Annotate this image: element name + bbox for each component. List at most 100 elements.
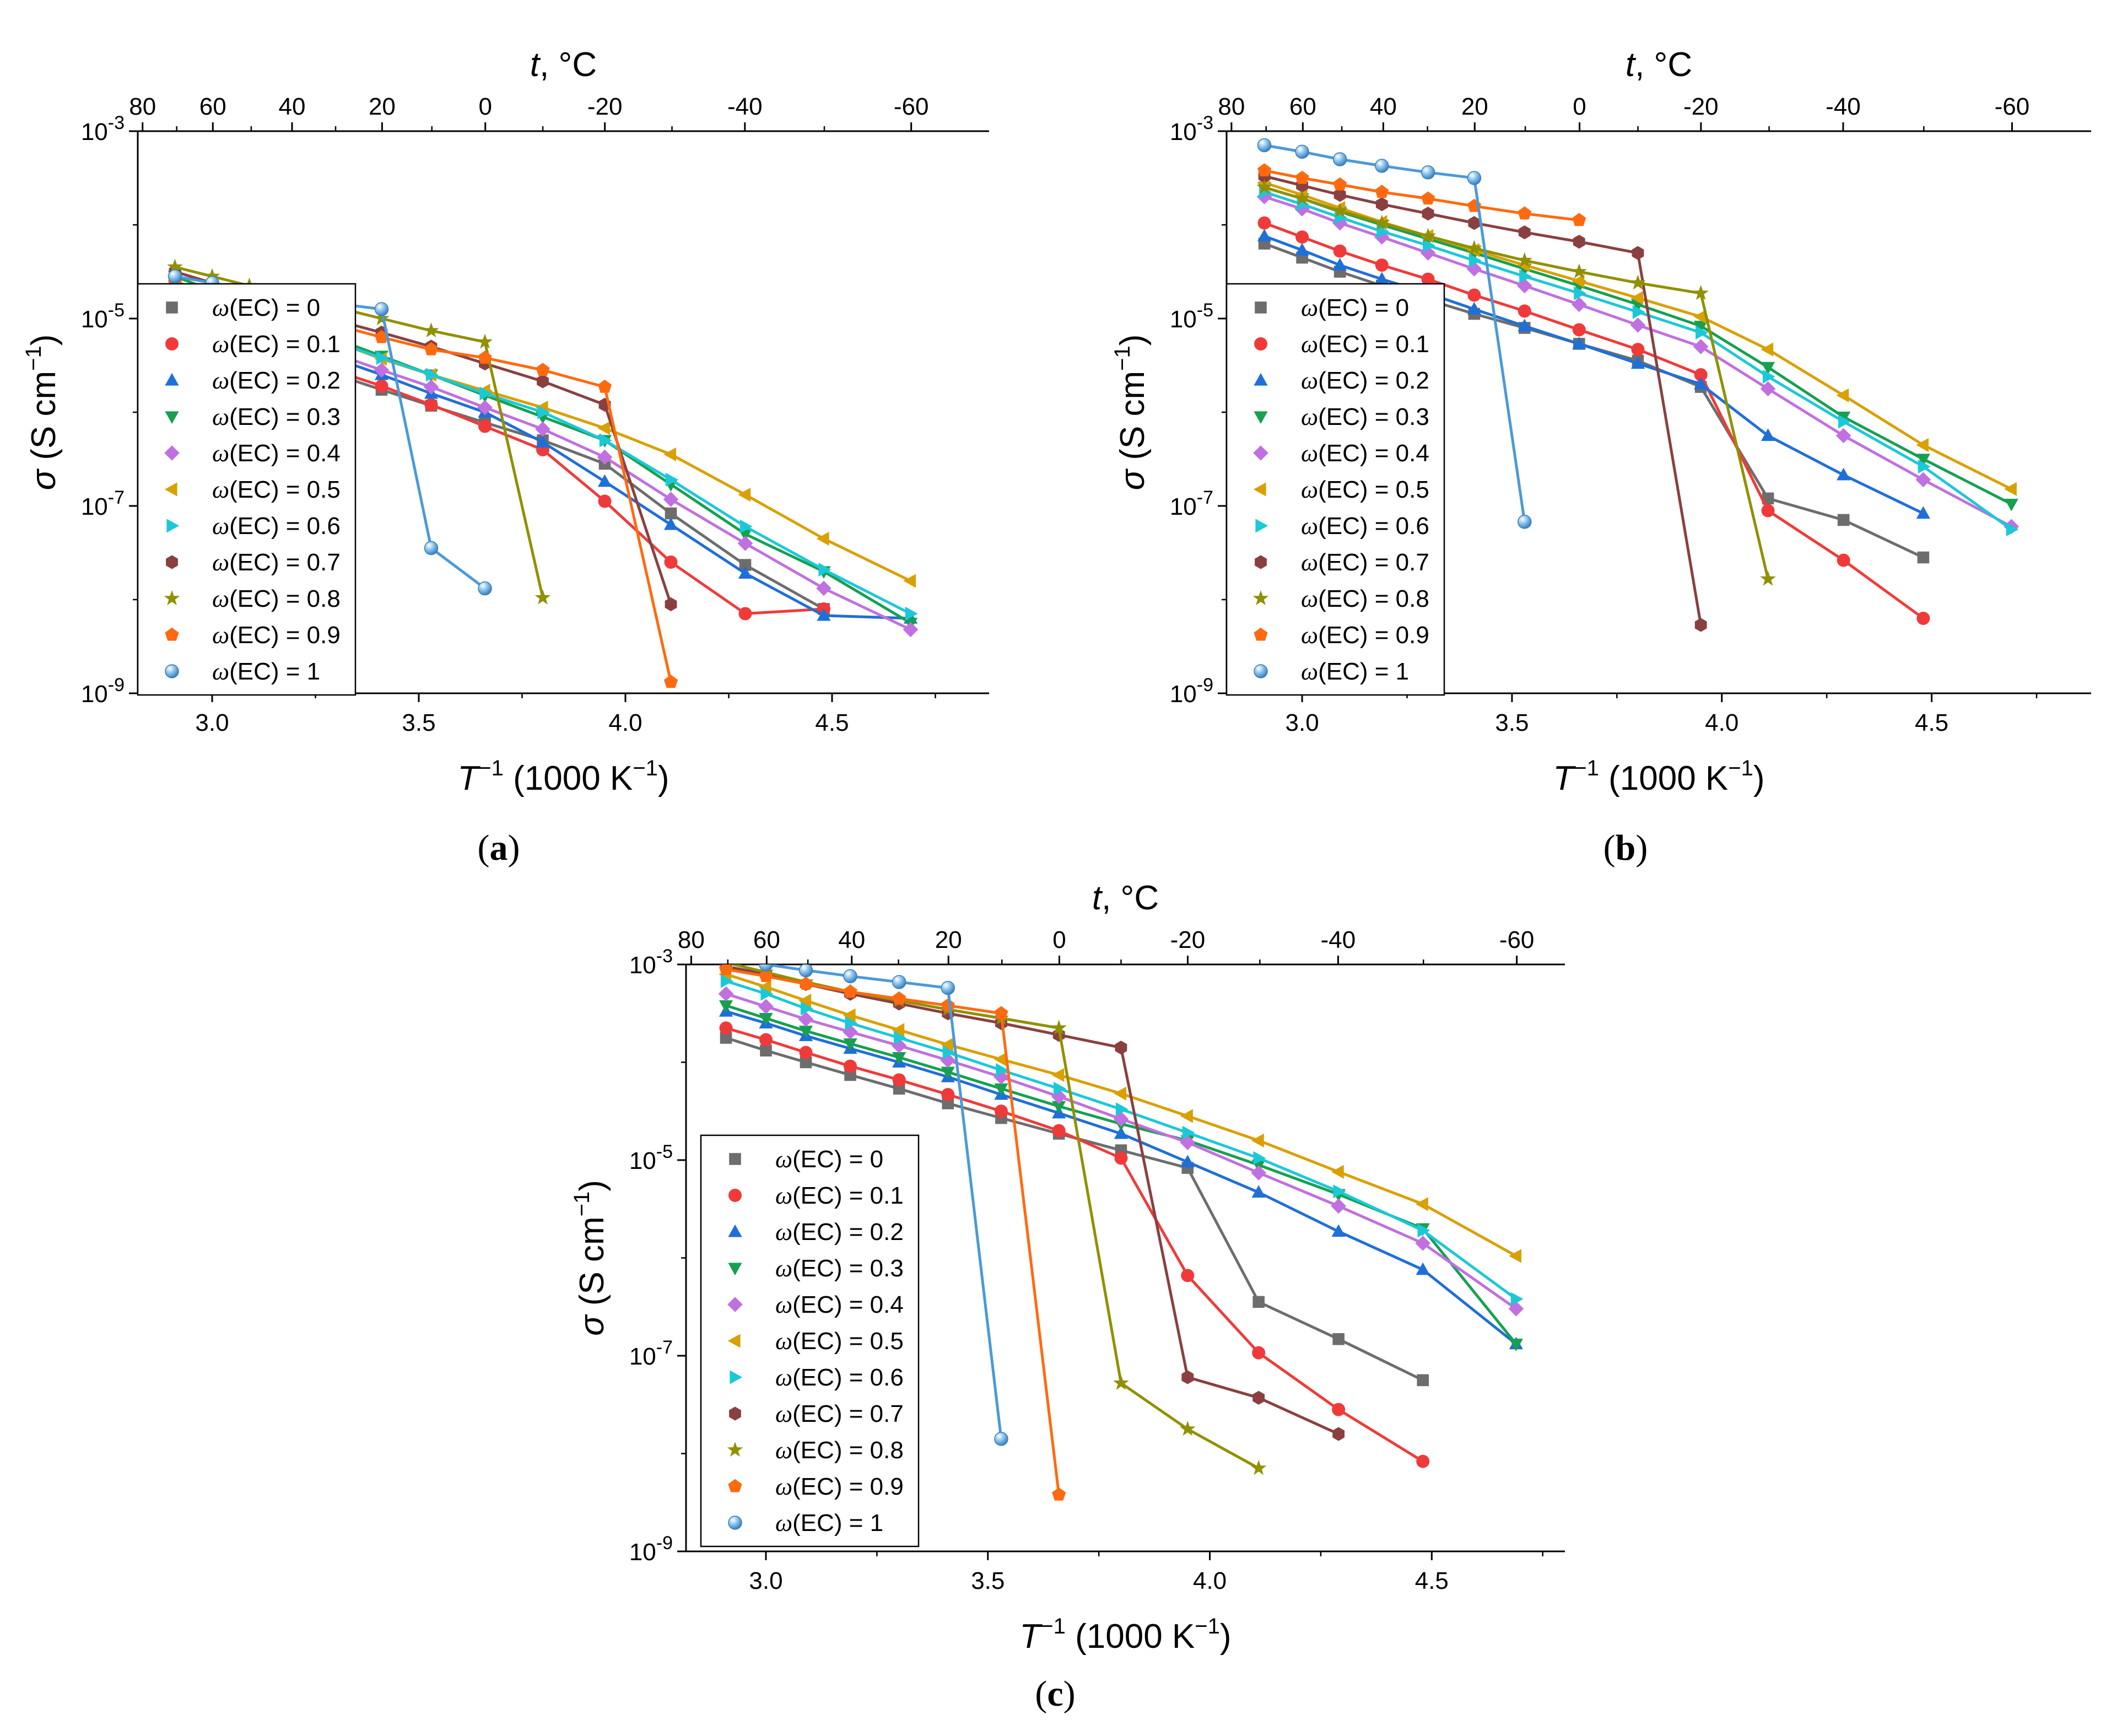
data-point: [535, 421, 550, 437]
series-5: [719, 967, 1521, 1263]
data-point: [760, 986, 774, 1001]
data-point: [798, 1026, 813, 1038]
series-line: [1264, 175, 1703, 626]
data-point: [1180, 1109, 1193, 1123]
data-point: [719, 1021, 733, 1035]
data-point: [1051, 1068, 1065, 1082]
data-point: [1696, 325, 1708, 340]
data-point: [1115, 1040, 1127, 1055]
data-point: [599, 433, 612, 448]
legend-marker: [1255, 301, 1267, 314]
data-point: [1376, 224, 1390, 239]
data-point: [597, 474, 612, 487]
data-point: [1467, 301, 1481, 315]
data-point: [1294, 190, 1310, 206]
data-point: [1837, 467, 1851, 481]
series-line: [725, 1010, 1517, 1345]
y-tick-label: 10-3: [1170, 112, 1213, 145]
data-point: [374, 330, 389, 343]
series-line: [1264, 195, 2012, 528]
top-tick-label: 0: [479, 93, 492, 120]
data-point: [738, 566, 753, 579]
legend-label: ω(EC) = 0: [212, 294, 320, 321]
series-1: [719, 1021, 1430, 1468]
data-point: [1915, 472, 1931, 488]
legend-label: ω(EC) = 0.1: [212, 331, 341, 358]
data-point: [1632, 305, 1645, 319]
data-point: [941, 1088, 955, 1102]
data-point: [478, 351, 492, 364]
data-point: [1835, 428, 1851, 444]
data-point: [1257, 138, 1272, 153]
data-point: [892, 1073, 906, 1087]
legend-label: ω(EC) = 0.6: [1301, 513, 1429, 540]
y-tick-label: 10-5: [629, 1141, 673, 1174]
series-9: [719, 964, 1066, 1501]
data-point: [1375, 197, 1388, 212]
data-point: [478, 581, 492, 596]
legend-entry: ω(EC) = 0.9: [728, 1473, 904, 1500]
data-point: [1466, 261, 1482, 277]
data-point: [1631, 343, 1645, 357]
y-tick-label: 10-3: [81, 112, 125, 145]
data-point: [376, 351, 389, 365]
data-point: [374, 362, 390, 378]
legend-entry: ω(EC) = 1: [1254, 658, 1409, 685]
data-point: [424, 398, 438, 412]
y-tick-label: 10-9: [629, 1533, 673, 1566]
data-point: [536, 435, 550, 448]
top-tick-label: -40: [1321, 926, 1356, 953]
data-point: [1257, 229, 1272, 241]
data-point: [1332, 1403, 1346, 1416]
legend-label: ω(EC) = 0.9: [775, 1473, 904, 1500]
data-point: [800, 1001, 813, 1016]
data-point: [817, 608, 831, 621]
legend-entry: ω(EC) = 0.5: [727, 1328, 904, 1355]
x-tick-label: 3.5: [971, 1567, 1005, 1594]
data-point: [720, 1032, 732, 1044]
data-point: [1837, 514, 1850, 526]
legend-marker: [164, 590, 180, 606]
legend-entry: ω(EC) = 0.8: [1252, 585, 1429, 612]
top-tick-label: -60: [894, 93, 929, 120]
data-point: [167, 258, 183, 274]
legend-marker: [166, 519, 180, 533]
data-point: [1417, 1223, 1430, 1238]
legend-entry: ω(EC) = 0.4: [164, 440, 341, 467]
data-point: [1693, 310, 1707, 324]
data-point: [1251, 1185, 1266, 1198]
series-line: [726, 968, 1061, 1495]
legend-entry: ω(EC) = 0.5: [164, 476, 341, 503]
series-6: [720, 974, 1524, 1306]
data-point: [941, 1037, 953, 1052]
data-point: [1630, 317, 1646, 333]
legend-entry: ω(EC) = 0.4: [1253, 440, 1429, 467]
series-line: [1264, 181, 2012, 490]
data-point: [1252, 1296, 1265, 1308]
legend-entry: ω(EC) = 0.1: [165, 331, 341, 358]
data-point: [993, 1052, 1007, 1066]
data-point: [536, 363, 550, 376]
legend: ω(EC) = 0 ω(EC) = 0.1 ω(EC) = 0.2 ω(EC) = 0…: [1225, 283, 1445, 696]
data-point: [800, 1056, 812, 1069]
data-point: [892, 1023, 905, 1037]
data-point: [1251, 1133, 1264, 1148]
data-point: [903, 574, 916, 588]
y-tick-label: 10-7: [629, 1337, 673, 1370]
data-point: [1051, 1020, 1067, 1035]
top-tick-label: 80: [1218, 93, 1245, 120]
top-tick-label: 20: [369, 93, 396, 120]
data-point: [1694, 368, 1708, 381]
data-point: [1630, 291, 1644, 305]
data-point: [664, 556, 678, 569]
data-point: [718, 986, 734, 1002]
data-point: [1333, 177, 1347, 191]
data-point: [1333, 1184, 1346, 1199]
data-point: [1052, 1487, 1066, 1501]
legend-marker: [727, 1334, 741, 1348]
data-point: [424, 541, 439, 556]
data-point: [665, 472, 678, 487]
data-point: [1257, 216, 1271, 230]
legend-entry: ω(EC) = 0.2: [165, 367, 341, 394]
data-point: [843, 984, 857, 998]
